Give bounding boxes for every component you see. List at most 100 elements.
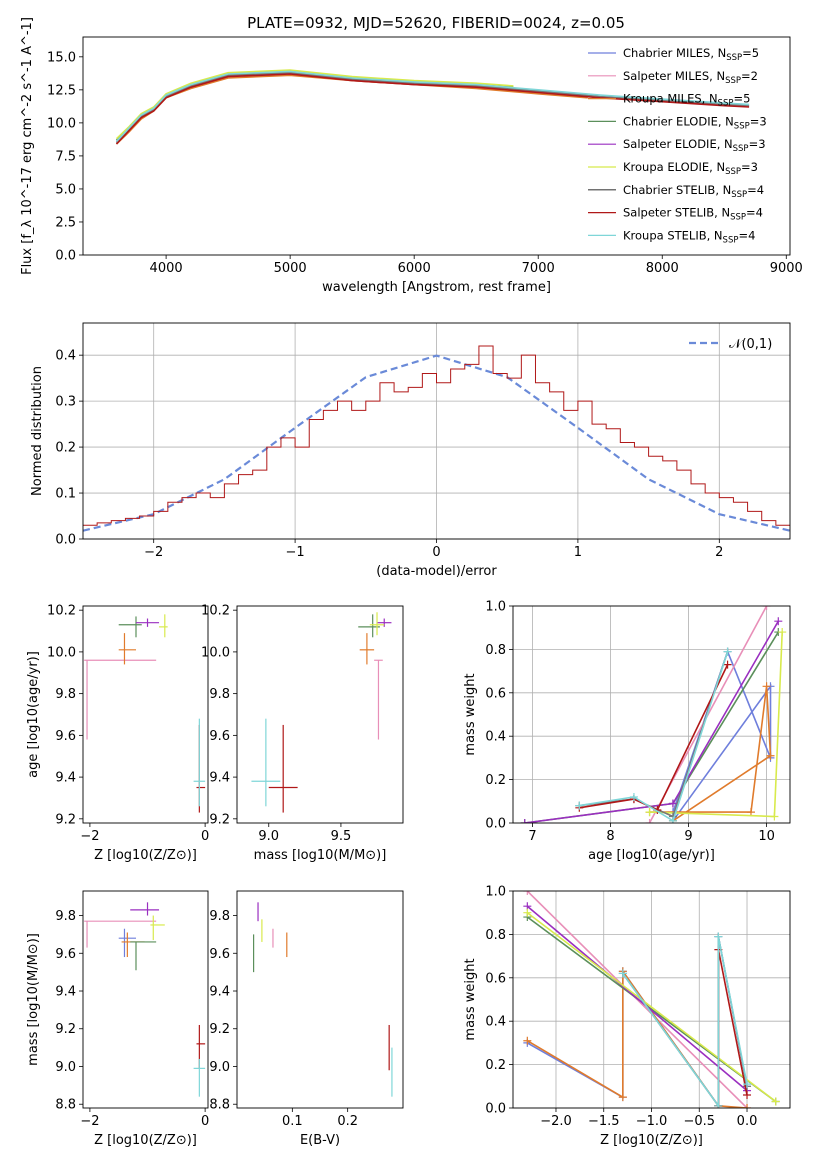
y-axis-label: Normed distribution: [30, 366, 45, 496]
figure-title: PLATE=0932, MJD=52620, FIBERID=0024, z=0…: [247, 14, 625, 32]
series-line: [115, 73, 750, 145]
panel-8: −2.0 −1.5 −1.0 −0.5 0.0 0.0 0.2 0.4 0.6 0.8 1.0 Z […: [463, 885, 791, 1148]
series-line: [115, 74, 588, 145]
series-line: [622, 936, 748, 1108]
x-axis-label: Z [log10(Z/Z⊙)]: [94, 1133, 197, 1148]
legend-label: Salpeter ELODIE, NSSP=3: [623, 137, 766, 154]
x-tick-label: −2: [80, 1114, 99, 1129]
y-tick-label: 10.0: [47, 116, 76, 131]
x-tick-label: 8000: [646, 261, 679, 276]
histogram-series: [83, 345, 790, 526]
x-tick-label: 9: [684, 829, 692, 844]
plot-area: [84, 614, 206, 813]
legend-entry: Salpeter STELIB, NSSP=4: [588, 206, 763, 223]
x-axis-label: age [log10(age/yr)]: [588, 848, 715, 863]
data-point: [358, 614, 380, 638]
x-axis-label: Z [log10(Z/Z⊙)]: [94, 848, 197, 863]
x-axis-label: mass [log10(M/M⊙)]: [254, 848, 387, 863]
y-tick-label: 9.6: [55, 729, 76, 744]
x-tick-label: 6000: [398, 261, 431, 276]
y-tick-label: 5.0: [55, 182, 76, 197]
data-point: [196, 1024, 206, 1069]
plot-area: [251, 612, 392, 813]
series-line: [524, 620, 779, 823]
y-tick-label: 9.4: [55, 771, 76, 786]
data-point: [369, 612, 385, 636]
series-point: [520, 819, 529, 823]
y-tick-label: 9.0: [55, 1060, 76, 1075]
legend-gaussian: 𝒩(0,1): [689, 337, 772, 352]
series-line: [83, 354, 790, 532]
y-tick-label: 9.8: [55, 687, 76, 702]
y-tick-label: 9.8: [55, 909, 76, 924]
data-point: [196, 724, 206, 813]
y-tick-label: 8.8: [209, 1098, 230, 1113]
y-tick-label: 0.4: [485, 1015, 506, 1030]
panel-2: −2 −1 0 1 2 0.0 0.1 0.2 0.3 0.4 (data-model)/error…: [30, 322, 791, 579]
data-point: [84, 920, 157, 948]
series-point: [618, 969, 627, 978]
x-tick-label: 9.0: [258, 829, 279, 844]
x-tick-label: 8: [606, 829, 614, 844]
series-point: [523, 908, 532, 917]
x-tick-label: 0: [432, 545, 440, 560]
y-tick-label: 10.2: [47, 604, 76, 619]
x-tick-label: −2.0: [540, 1114, 572, 1129]
y-tick-label: 0.3: [55, 395, 76, 410]
data-point: [359, 633, 375, 665]
x-tick-label: 9.5: [331, 829, 352, 844]
series-point: [746, 808, 755, 817]
y-tick-label: 9.2: [55, 812, 76, 827]
x-tick-label: 7: [528, 829, 536, 844]
legend-label: Kroupa MILES, NSSP=5: [623, 92, 750, 109]
data-point: [193, 1058, 206, 1097]
x-tick-label: −1.5: [588, 1114, 620, 1129]
axes-frame: [236, 605, 404, 824]
plot-area: [253, 902, 393, 1097]
y-tick-label: 0.6: [485, 686, 506, 701]
y-tick-label: 9.6: [209, 729, 230, 744]
legend-label: Salpeter MILES, NSSP=2: [623, 69, 758, 86]
legend-entry: Kroupa MILES, NSSP=5: [588, 92, 750, 109]
series-point: [618, 1093, 627, 1102]
series-point: [645, 808, 654, 817]
x-tick-label: 0.1: [282, 1114, 303, 1129]
series-point: [714, 1101, 723, 1108]
x-tick-label: −2: [80, 829, 99, 844]
series-point: [774, 617, 783, 626]
series-point: [629, 792, 638, 801]
y-tick-label: 0.0: [55, 533, 76, 548]
data-point: [118, 616, 142, 638]
x-axis-label: (data-model)/error: [376, 564, 497, 579]
series-point: [523, 891, 532, 895]
series-line: [579, 651, 729, 818]
series-point: [743, 1104, 752, 1108]
x-tick-label: −2: [144, 545, 163, 560]
y-tick-label: 0.4: [485, 730, 506, 745]
y-axis-label: mass weight: [463, 958, 478, 1040]
legend-label: Salpeter STELIB, NSSP=4: [623, 206, 763, 223]
data-point: [130, 941, 157, 971]
series-point: [714, 932, 723, 941]
plot-area: [84, 902, 206, 1097]
series-line: [526, 912, 777, 1103]
y-tick-label: 1.0: [485, 885, 506, 900]
axes-frame: [236, 890, 404, 1109]
x-tick-label: −1.0: [636, 1114, 668, 1129]
data-point: [193, 718, 206, 807]
y-tick-label: 10.2: [201, 604, 230, 619]
legend-entry: Salpeter MILES, NSSP=2: [588, 69, 758, 86]
series-point: [762, 606, 771, 610]
series-point: [743, 1090, 752, 1099]
x-axis-label: Z [log10(Z/Z⊙)]: [600, 1133, 703, 1148]
y-tick-label: 0.2: [485, 773, 506, 788]
x-tick-label: 5000: [274, 261, 307, 276]
x-tick-label: 9000: [770, 261, 803, 276]
x-tick-label: 0.2: [337, 1114, 358, 1129]
x-tick-label: 7000: [522, 261, 555, 276]
series-point: [575, 801, 584, 810]
series-line: [579, 651, 729, 823]
data-point: [150, 915, 165, 941]
series-line: [579, 664, 729, 812]
y-tick-label: 0.2: [485, 1058, 506, 1073]
